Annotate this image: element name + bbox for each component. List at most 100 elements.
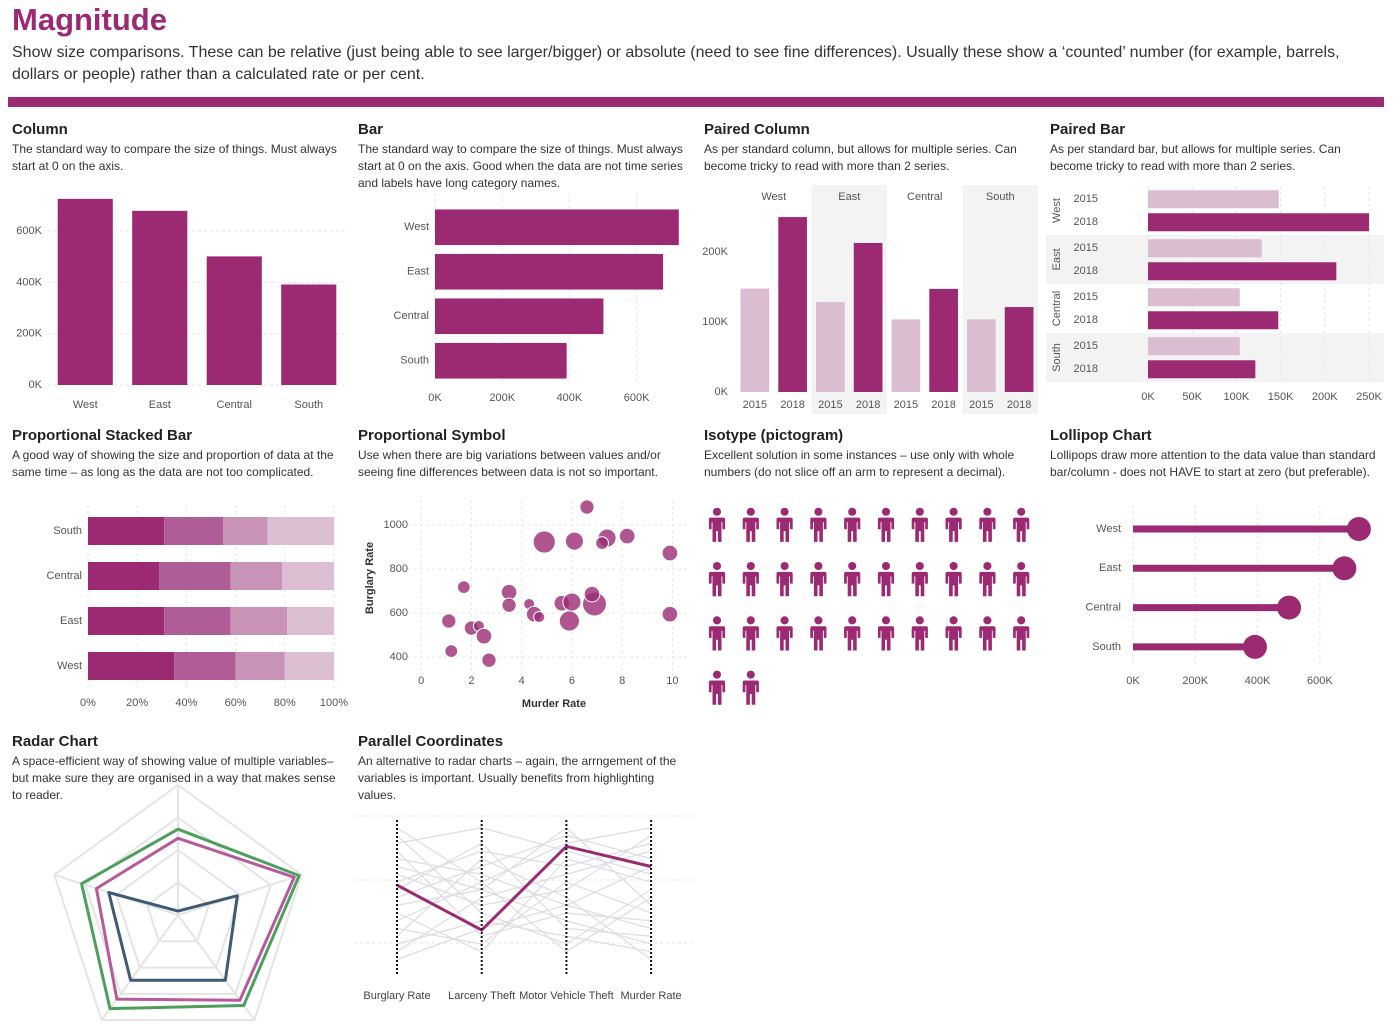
- icon-body: [708, 517, 726, 542]
- segment: [164, 517, 224, 545]
- x-tick-label: 20%: [126, 697, 148, 709]
- x-tick-label: 0: [418, 675, 424, 687]
- spoke: [177, 914, 256, 1021]
- icon-head: [983, 616, 992, 625]
- parallel-line: [396, 858, 652, 953]
- icon-body: [911, 626, 928, 651]
- icon-body: [776, 626, 793, 651]
- icon-body: [810, 517, 827, 542]
- bubble: [562, 592, 582, 612]
- x-tick-label: 2018: [856, 399, 880, 411]
- icon-body: [877, 517, 895, 542]
- person-icon: [776, 616, 793, 651]
- x-tick-label: 60%: [225, 697, 247, 709]
- lollipop-head: [1242, 634, 1267, 659]
- segment: [159, 562, 231, 590]
- y-tick-label: 2018: [1074, 363, 1098, 375]
- bar: [816, 302, 845, 392]
- icon-body: [877, 626, 895, 651]
- segment: [284, 652, 334, 680]
- y-tick-label: 2015: [1074, 193, 1098, 205]
- y-axis-label: Burglary Rate: [364, 542, 376, 614]
- segment: [282, 562, 334, 590]
- segment: [223, 517, 268, 545]
- x-tick-label: 100K: [1224, 391, 1250, 403]
- bubble: [533, 610, 546, 624]
- parallel-line: [396, 834, 652, 899]
- category-label: Central: [1051, 291, 1063, 326]
- bubble: [456, 580, 471, 595]
- bar: [281, 284, 337, 385]
- panel-description: Lollipops draw more attention to the dat…: [1050, 448, 1376, 479]
- y-tick-label: 400K: [16, 276, 42, 288]
- segment: [230, 607, 288, 635]
- icon-body: [742, 571, 759, 597]
- icon-head: [881, 562, 891, 571]
- panel-description: An alternative to radar charts – again, …: [358, 754, 677, 802]
- x-tick-label: South: [294, 399, 323, 411]
- bubble: [501, 597, 517, 613]
- icon-head: [915, 507, 924, 516]
- icon-head: [1017, 616, 1026, 625]
- panel-description: Excellent solution in some instances – u…: [704, 448, 1015, 479]
- y-tick-label: West: [1096, 523, 1121, 535]
- bar: [853, 242, 883, 392]
- person-icon: [979, 507, 996, 542]
- lollipop-head: [1346, 517, 1371, 541]
- bar: [1148, 360, 1256, 379]
- x-tick-label: 40%: [175, 697, 197, 709]
- radar-line: [94, 836, 296, 1002]
- dimension-label: Larceny Theft: [448, 990, 516, 1002]
- y-tick-label: Central: [394, 310, 429, 322]
- y-tick-label: Central: [1086, 602, 1121, 614]
- panel-title: Column: [12, 121, 68, 138]
- icon-body: [1013, 517, 1030, 542]
- y-tick-label: East: [60, 615, 82, 627]
- bubble: [564, 531, 584, 551]
- spoke: [177, 873, 302, 916]
- icon-body: [979, 517, 996, 542]
- x-tick-label: 4: [519, 675, 525, 687]
- person-icon: [776, 562, 793, 597]
- bubble: [661, 544, 679, 562]
- dimension-label: Burglary Rate: [363, 990, 431, 1002]
- x-tick-label: 10: [666, 675, 678, 687]
- person-icon: [945, 616, 962, 651]
- person-icon: [742, 670, 759, 705]
- icon-body: [742, 680, 759, 705]
- y-tick-label: South: [53, 525, 82, 537]
- panel-description: Use when there are big variations betwee…: [358, 448, 661, 479]
- bar: [891, 319, 921, 392]
- category-label: South: [1051, 343, 1063, 372]
- x-tick-label: 2018: [931, 399, 955, 411]
- parallel-line: [396, 865, 652, 961]
- segment: [230, 562, 283, 590]
- icon-body: [911, 571, 928, 597]
- bubble: [583, 585, 601, 603]
- segment: [267, 517, 334, 545]
- category-header: South: [986, 191, 1015, 203]
- y-tick-label: West: [57, 660, 82, 672]
- bubble: [441, 613, 457, 629]
- x-tick-label: East: [149, 399, 171, 411]
- x-tick-label: 2018: [1007, 399, 1031, 411]
- person-icon: [979, 616, 996, 651]
- y-tick-label: 100K: [702, 316, 728, 328]
- icon-body: [776, 571, 793, 597]
- x-tick-label: 0%: [80, 697, 96, 709]
- segment: [174, 652, 236, 680]
- person-icon: [810, 562, 827, 597]
- segment: [88, 652, 175, 680]
- x-tick-label: 250K: [1356, 391, 1382, 403]
- icon-body: [708, 680, 726, 705]
- icon-head: [915, 562, 924, 571]
- lollipop-head: [1277, 595, 1302, 620]
- grid-ring: [145, 881, 211, 943]
- panel-title: Paired Bar: [1050, 121, 1126, 138]
- panel-description: A space-efficient way of showing value o…: [12, 754, 336, 802]
- person-icon: [776, 507, 793, 542]
- icon-body: [810, 626, 827, 651]
- icon-head: [712, 562, 722, 571]
- y-tick-label: 2018: [1074, 216, 1098, 228]
- segment: [287, 607, 334, 635]
